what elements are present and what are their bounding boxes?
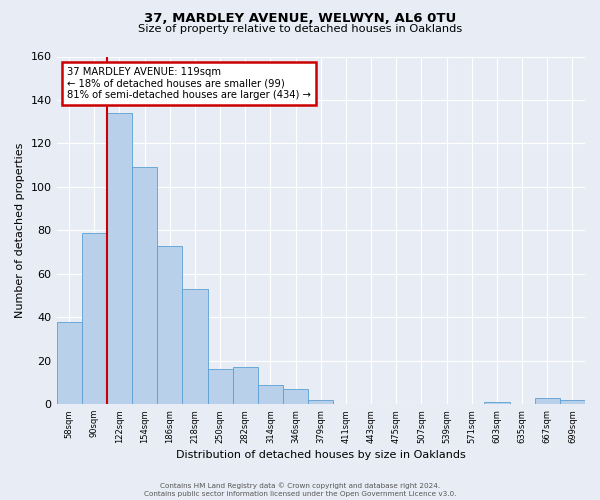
Text: Size of property relative to detached houses in Oaklands: Size of property relative to detached ho… xyxy=(138,24,462,34)
Text: Contains HM Land Registry data © Crown copyright and database right 2024.: Contains HM Land Registry data © Crown c… xyxy=(160,482,440,489)
Bar xyxy=(560,400,585,404)
Bar xyxy=(157,246,182,404)
Bar xyxy=(132,168,157,404)
Bar xyxy=(82,232,107,404)
Bar xyxy=(484,402,509,404)
Bar xyxy=(182,289,208,404)
Text: 37, MARDLEY AVENUE, WELWYN, AL6 0TU: 37, MARDLEY AVENUE, WELWYN, AL6 0TU xyxy=(144,12,456,26)
Bar xyxy=(258,384,283,404)
Bar xyxy=(283,389,308,404)
Text: 37 MARDLEY AVENUE: 119sqm
← 18% of detached houses are smaller (99)
81% of semi-: 37 MARDLEY AVENUE: 119sqm ← 18% of detac… xyxy=(67,67,311,100)
Bar xyxy=(208,370,233,404)
Bar xyxy=(107,113,132,404)
Y-axis label: Number of detached properties: Number of detached properties xyxy=(15,142,25,318)
Bar xyxy=(56,322,82,404)
Bar xyxy=(308,400,334,404)
Bar xyxy=(233,368,258,404)
Bar xyxy=(535,398,560,404)
X-axis label: Distribution of detached houses by size in Oaklands: Distribution of detached houses by size … xyxy=(176,450,466,460)
Text: Contains public sector information licensed under the Open Government Licence v3: Contains public sector information licen… xyxy=(144,491,456,497)
